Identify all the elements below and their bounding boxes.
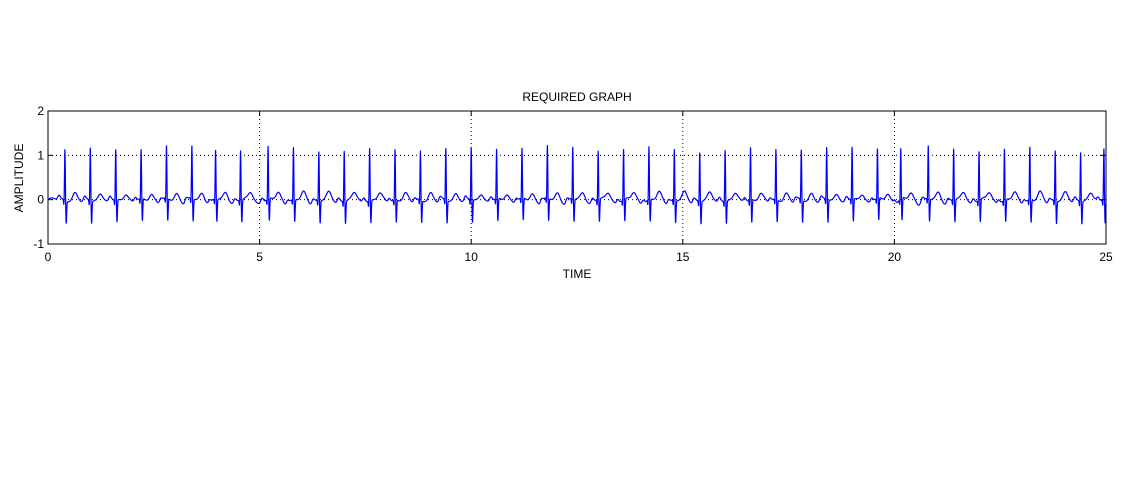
y-tick-label: 1 [37,148,44,162]
x-axis-label: TIME [563,267,592,281]
x-tick-label: 0 [45,250,52,264]
signal-line [47,144,1107,225]
x-tick-label: 5 [256,250,263,264]
x-tick-label: 15 [676,250,690,264]
signal-series [47,144,1107,225]
plot-frame [47,110,1107,245]
chart-title: REQUIRED GRAPH [522,90,631,104]
x-tick-label: 10 [465,250,479,264]
x-tick-label: 25 [1099,250,1113,264]
y-tick-label: -1 [33,237,44,251]
x-tick-label: 20 [888,250,902,264]
grid-lines [48,111,1106,244]
y-tick-label: 0 [37,193,44,207]
y-tick-label: 2 [37,104,44,118]
y-axis-label: AMPLITUDE [12,144,26,213]
